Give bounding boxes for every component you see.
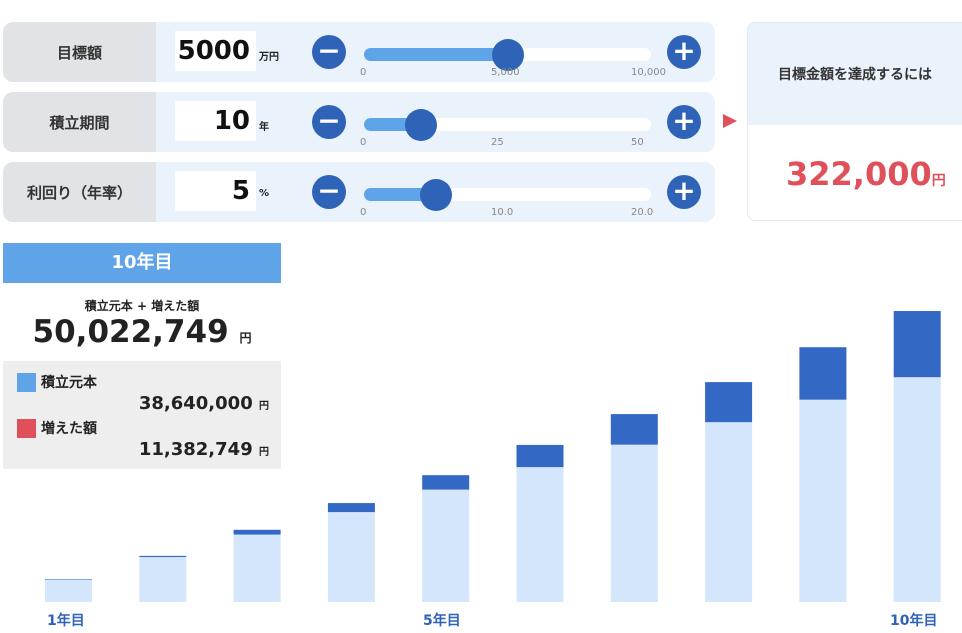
summary-panel: 10年目 積立元本 + 増えた額 50,022,749 円 積立元本 38,64… [3,243,281,469]
input-label: 利回り（年率） [3,162,156,222]
gain-unit: 円 [259,447,269,458]
slider-fill [364,188,436,201]
tick-mid: 25 [491,137,504,148]
bar-gain[interactable] [610,414,658,445]
summary-year: 10年目 [3,243,281,283]
total-unit: 円 [239,331,252,345]
bar-gain[interactable] [705,382,753,423]
slider-thumb[interactable] [405,109,438,141]
tick-max: 50 [631,137,644,148]
bar-principal[interactable] [327,512,375,602]
result-unit: 円 [931,173,946,189]
result-amount: 322,000円 [748,125,962,193]
monthly-amount: 322,000 [786,155,932,193]
arrow-icon [723,114,737,128]
unit-label: 万円 [259,52,279,63]
slider[interactable] [364,179,651,211]
slider[interactable] [364,109,651,141]
gain-value: 11,382,749 [138,439,253,460]
input-row: 目標額 5000 万円 − 0 5,000 10,000 + [3,22,715,82]
plus-button[interactable]: + [667,35,701,69]
principal-value: 38,640,000 [138,393,253,414]
x-label-10: 10年目 [890,613,938,629]
slider[interactable] [364,39,651,71]
plus-button[interactable]: + [667,105,701,139]
value-input[interactable]: 10 [175,101,256,141]
bar-principal[interactable] [45,579,92,602]
input-label: 積立期間 [3,92,156,152]
minus-button[interactable]: − [312,175,346,209]
plus-button[interactable]: + [667,175,701,209]
bar-chart [45,311,941,602]
unit-label: % [259,188,270,199]
tick-min: 0 [360,67,367,78]
tick-min: 0 [360,207,367,218]
value-input[interactable]: 5000 [175,31,256,71]
tick-max: 10,000 [631,67,666,78]
slider-thumb[interactable] [491,39,524,71]
bar-gain[interactable] [422,475,470,490]
principal-swatch [17,373,36,392]
result-card: 目標金額を達成するには 322,000円 [747,22,962,221]
bar-principal[interactable] [893,377,941,602]
tick-max: 20.0 [631,207,654,218]
principal-label: 積立元本 [41,375,97,391]
bar-gain[interactable] [327,503,375,513]
minus-button[interactable]: − [312,35,346,69]
bar-principal[interactable] [422,489,470,602]
tick-mid: 5,000 [491,67,520,78]
bar-gain[interactable] [799,347,847,400]
input-row: 利回り（年率） 5 % − 0 10.0 20.0 + [3,162,715,222]
value-input[interactable]: 5 [175,171,256,211]
bar-gain[interactable] [516,444,564,468]
bar-principal[interactable] [516,467,564,602]
input-label: 目標額 [3,22,156,82]
bar-gain[interactable] [233,529,281,535]
result-title: 目標金額を達成するには [748,23,962,125]
bar-principal[interactable] [233,534,281,602]
total-value: 50,022,749 [32,314,229,350]
bar-principal[interactable] [139,557,187,602]
tick-mid: 10.0 [491,207,514,218]
bar-gain[interactable] [893,311,941,378]
slider-thumb[interactable] [419,179,452,211]
x-label-5: 5年目 [423,613,461,629]
gain-label: 増えた額 [41,421,97,437]
unit-label: 年 [259,122,269,133]
minus-button[interactable]: − [312,105,346,139]
bar-gain[interactable] [139,555,187,558]
x-label-1: 1年目 [47,613,85,629]
principal-unit: 円 [259,401,269,412]
slider-fill [364,48,508,61]
total-label: 積立元本 + 増えた額 [84,299,200,313]
bar-principal[interactable] [799,399,847,602]
tick-min: 0 [360,137,367,148]
gain-swatch [17,419,36,438]
bar-principal[interactable] [705,422,753,602]
bar-gain[interactable] [45,579,92,580]
bar-principal[interactable] [610,444,658,602]
input-row: 積立期間 10 年 − 0 25 50 + [3,92,715,152]
